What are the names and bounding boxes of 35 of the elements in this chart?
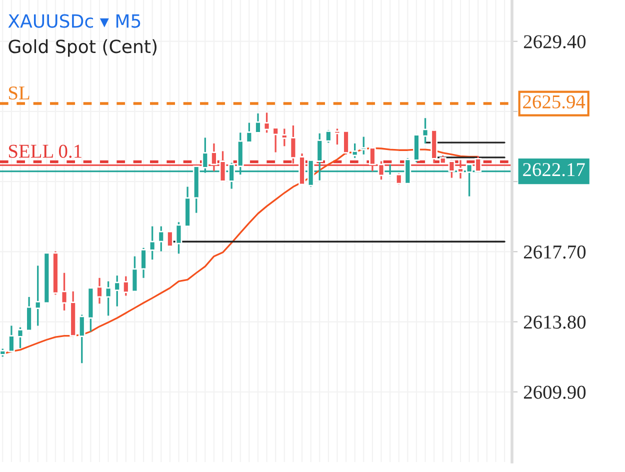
y-tick-label: 2629.40 <box>524 35 586 48</box>
candlestick <box>131 256 138 292</box>
candlestick <box>96 277 103 304</box>
candlestick <box>16 326 24 349</box>
y-tick-label: 2613.80 <box>524 316 586 329</box>
candlestick <box>342 130 350 156</box>
candlestick <box>334 128 341 146</box>
candlestick <box>246 122 253 144</box>
candlestick <box>263 112 270 134</box>
y-tick-label: 2609.90 <box>524 386 586 399</box>
text: 2622.17 <box>523 163 585 176</box>
candlestick <box>324 129 332 144</box>
candlestick <box>140 247 147 279</box>
text: 2625.94 <box>523 95 586 108</box>
candlestick <box>351 142 358 159</box>
candlestick <box>158 225 165 252</box>
candlestick <box>122 275 130 297</box>
ref-line-label: SELL 0.1 <box>8 144 82 158</box>
candlestick <box>360 136 368 156</box>
candlestick <box>26 296 32 332</box>
candlestick <box>175 221 182 254</box>
candlestick <box>422 117 429 144</box>
text: Gold Spot (Cent) <box>8 39 156 57</box>
candlestick <box>272 126 280 154</box>
candlestick <box>280 128 288 147</box>
text: XAUUSDc ▾ M5 <box>8 14 140 28</box>
candlestick <box>60 272 68 312</box>
ref-line-label: SL <box>8 86 30 100</box>
candlestick <box>104 280 112 317</box>
candlestick <box>148 225 156 260</box>
candlestick <box>254 112 262 134</box>
y-tick-label: 2617.70 <box>524 245 586 259</box>
candlestick <box>114 274 121 308</box>
candlestick <box>8 324 15 352</box>
candlestick <box>78 314 86 364</box>
